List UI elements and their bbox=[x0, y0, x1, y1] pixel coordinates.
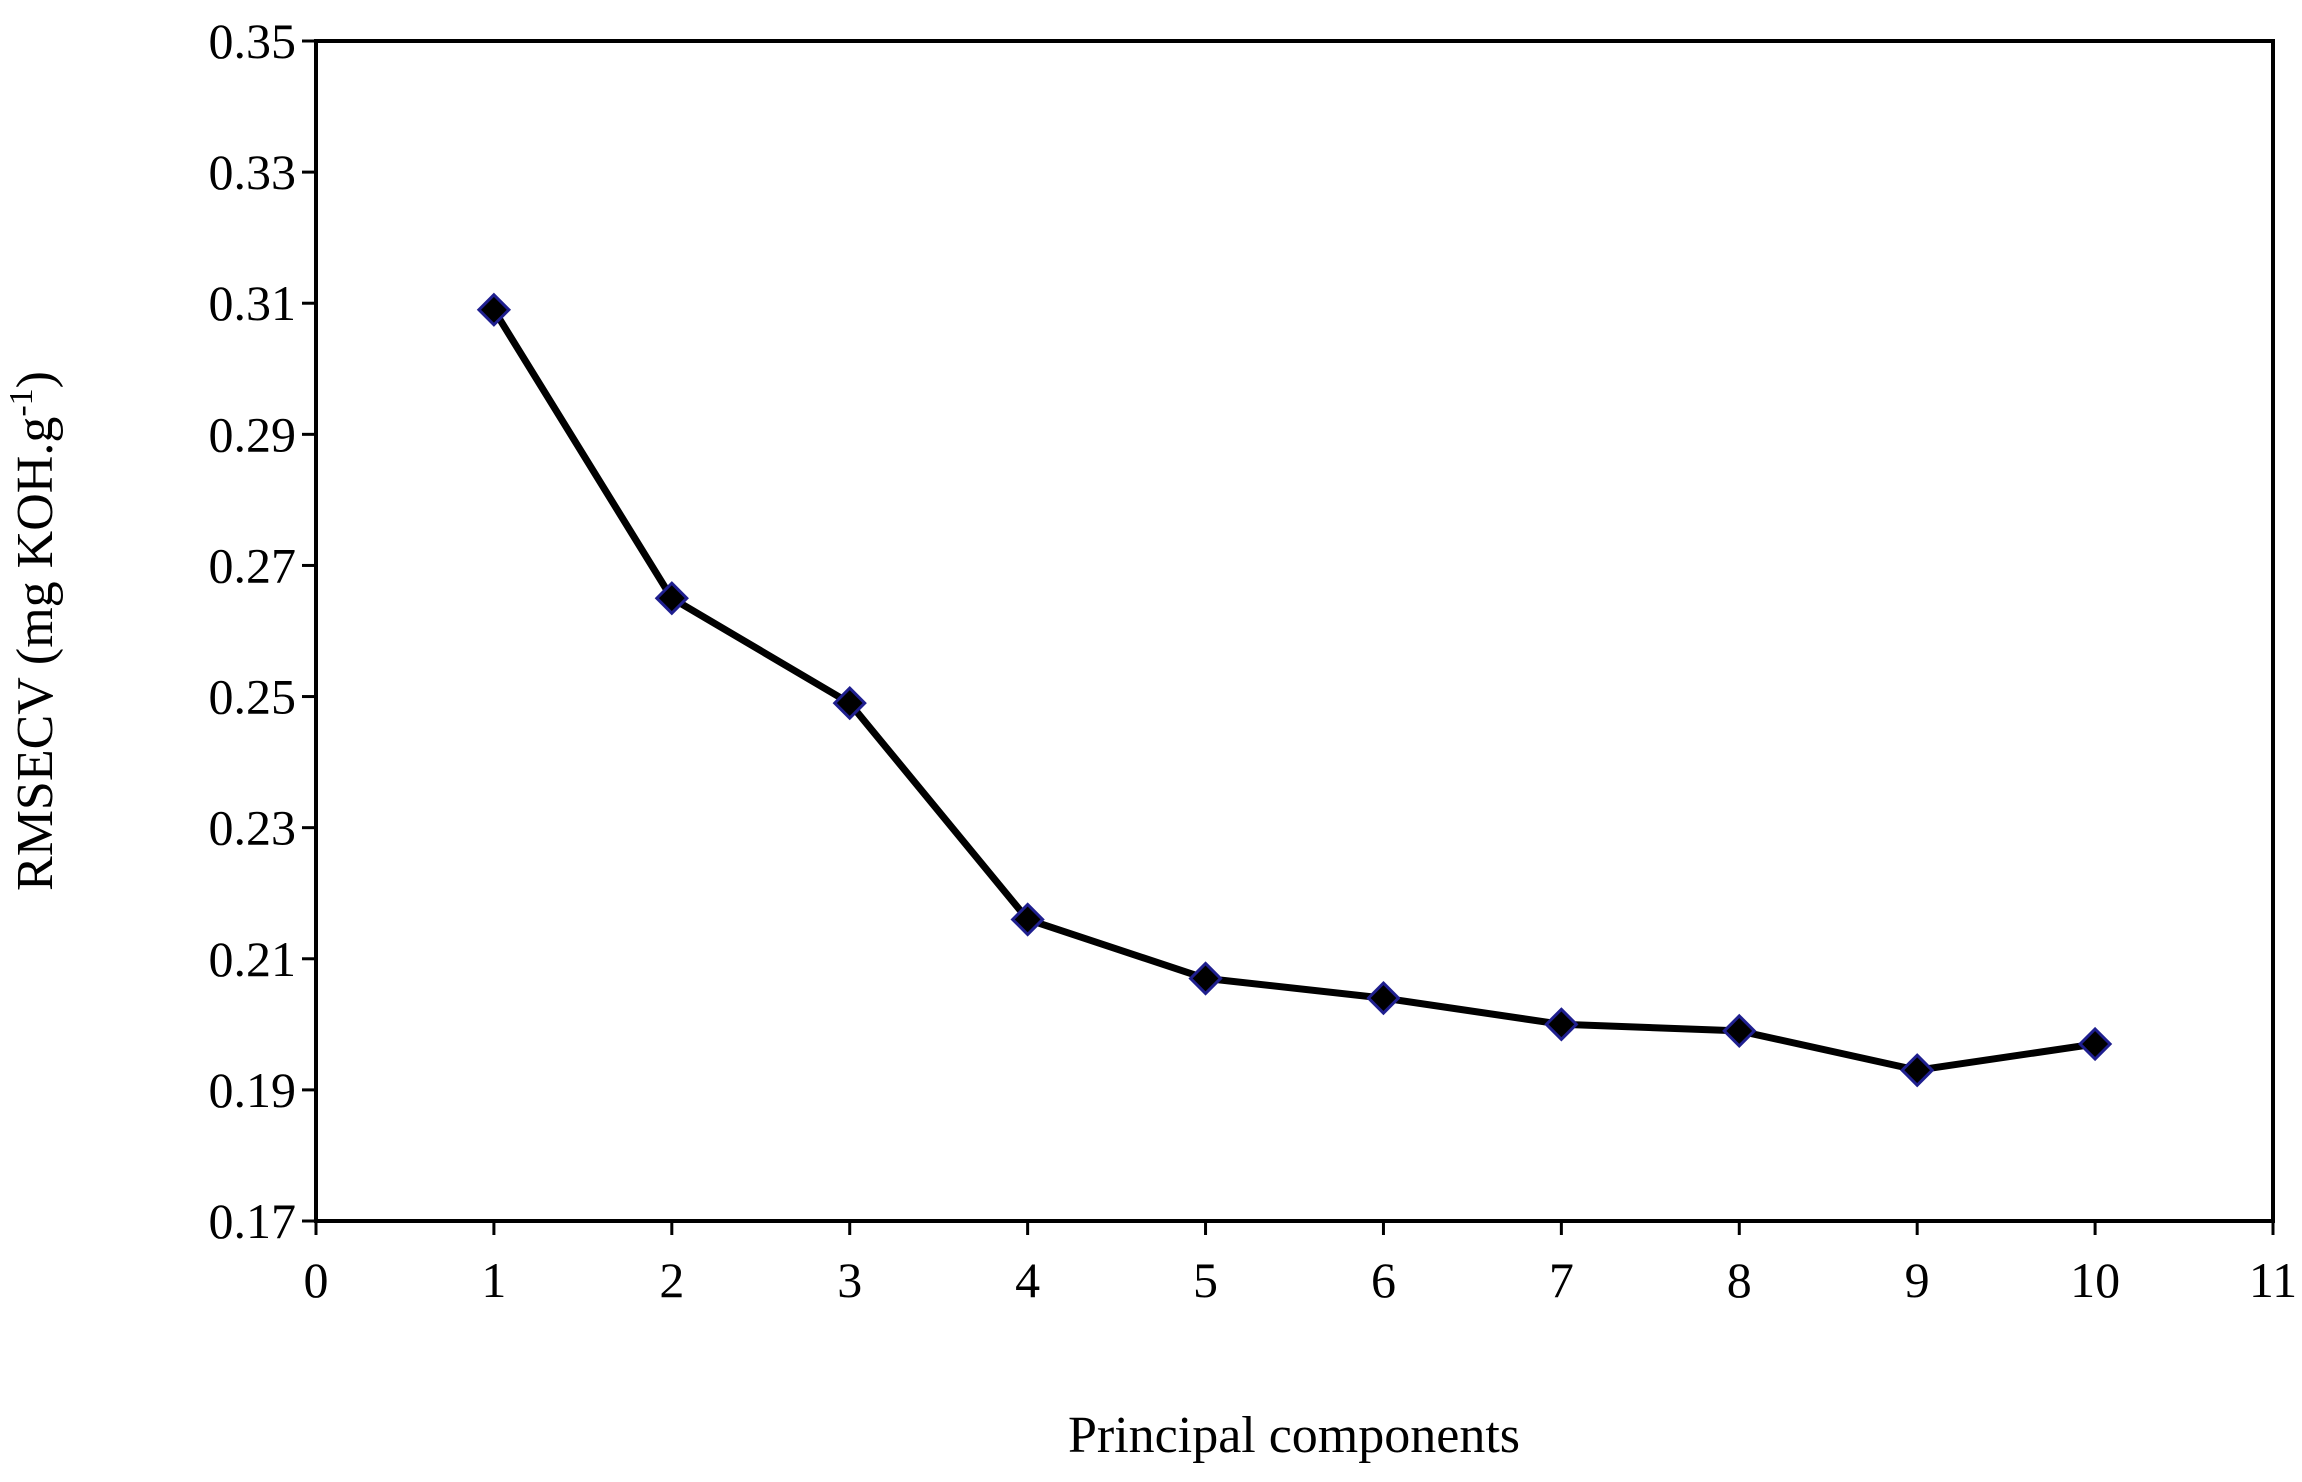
data-point-marker bbox=[1544, 1007, 1579, 1042]
series-layer bbox=[476, 292, 2113, 1088]
data-point-marker bbox=[2077, 1026, 2113, 1062]
y-tick-label: 0.35 bbox=[209, 13, 297, 69]
y-axis-title-superscript: -1 bbox=[3, 388, 40, 416]
data-point-marker bbox=[832, 685, 867, 721]
y-tick-label: 0.31 bbox=[209, 275, 297, 331]
x-tick-label: 5 bbox=[1193, 1252, 1218, 1308]
data-point-marker bbox=[1900, 1053, 1935, 1088]
series-line bbox=[490, 307, 2096, 1074]
x-tick-label: 11 bbox=[2249, 1252, 2297, 1308]
y-axis-title: RMSECV (mg KOH.g-1) bbox=[3, 371, 64, 891]
y-tick-label: 0.27 bbox=[209, 537, 297, 593]
y-tick-label: 0.17 bbox=[209, 1193, 297, 1249]
x-axis: 0 1 2 3 4 5 6 7 8 9 10 11 bbox=[304, 1221, 2297, 1308]
data-point-marker bbox=[1366, 980, 1401, 1016]
x-tick-label: 1 bbox=[481, 1252, 506, 1308]
x-tick-label: 7 bbox=[1549, 1252, 1574, 1308]
y-tick-label: 0.19 bbox=[209, 1062, 297, 1118]
y-tick-label: 0.23 bbox=[209, 800, 297, 856]
y-axis-title-main: RMSECV (mg KOH.g bbox=[7, 417, 64, 891]
y-tick-label: 0.21 bbox=[209, 931, 297, 987]
x-tick-label: 2 bbox=[659, 1252, 684, 1308]
x-tick-label: 8 bbox=[1727, 1252, 1752, 1308]
x-tick-label: 10 bbox=[2070, 1252, 2120, 1308]
y-tick-label: 0.33 bbox=[209, 144, 297, 200]
data-point-marker bbox=[476, 292, 512, 327]
y-tick-label: 0.25 bbox=[209, 669, 297, 725]
x-tick-label: 4 bbox=[1015, 1252, 1040, 1308]
data-point-marker bbox=[1188, 961, 1223, 996]
x-tick-label: 0 bbox=[304, 1252, 329, 1308]
y-axis: 0.17 0.19 0.21 0.23 0.25 0.27 0.29 0.31 0.33 0.35 bbox=[209, 13, 316, 1249]
data-point-marker bbox=[1722, 1013, 1757, 1049]
y-axis-title-suffix: ) bbox=[7, 371, 64, 388]
plot-area-frame bbox=[314, 39, 2275, 1223]
data-point-marker bbox=[1010, 902, 1045, 937]
x-axis-title: Principal components bbox=[1068, 1407, 1520, 1464]
y-tick-label: 0.29 bbox=[209, 406, 297, 462]
data-point-marker bbox=[654, 581, 689, 616]
x-tick-label: 9 bbox=[1905, 1252, 1930, 1308]
x-tick-label: 6 bbox=[1371, 1252, 1396, 1308]
x-tick-label: 3 bbox=[837, 1252, 862, 1308]
